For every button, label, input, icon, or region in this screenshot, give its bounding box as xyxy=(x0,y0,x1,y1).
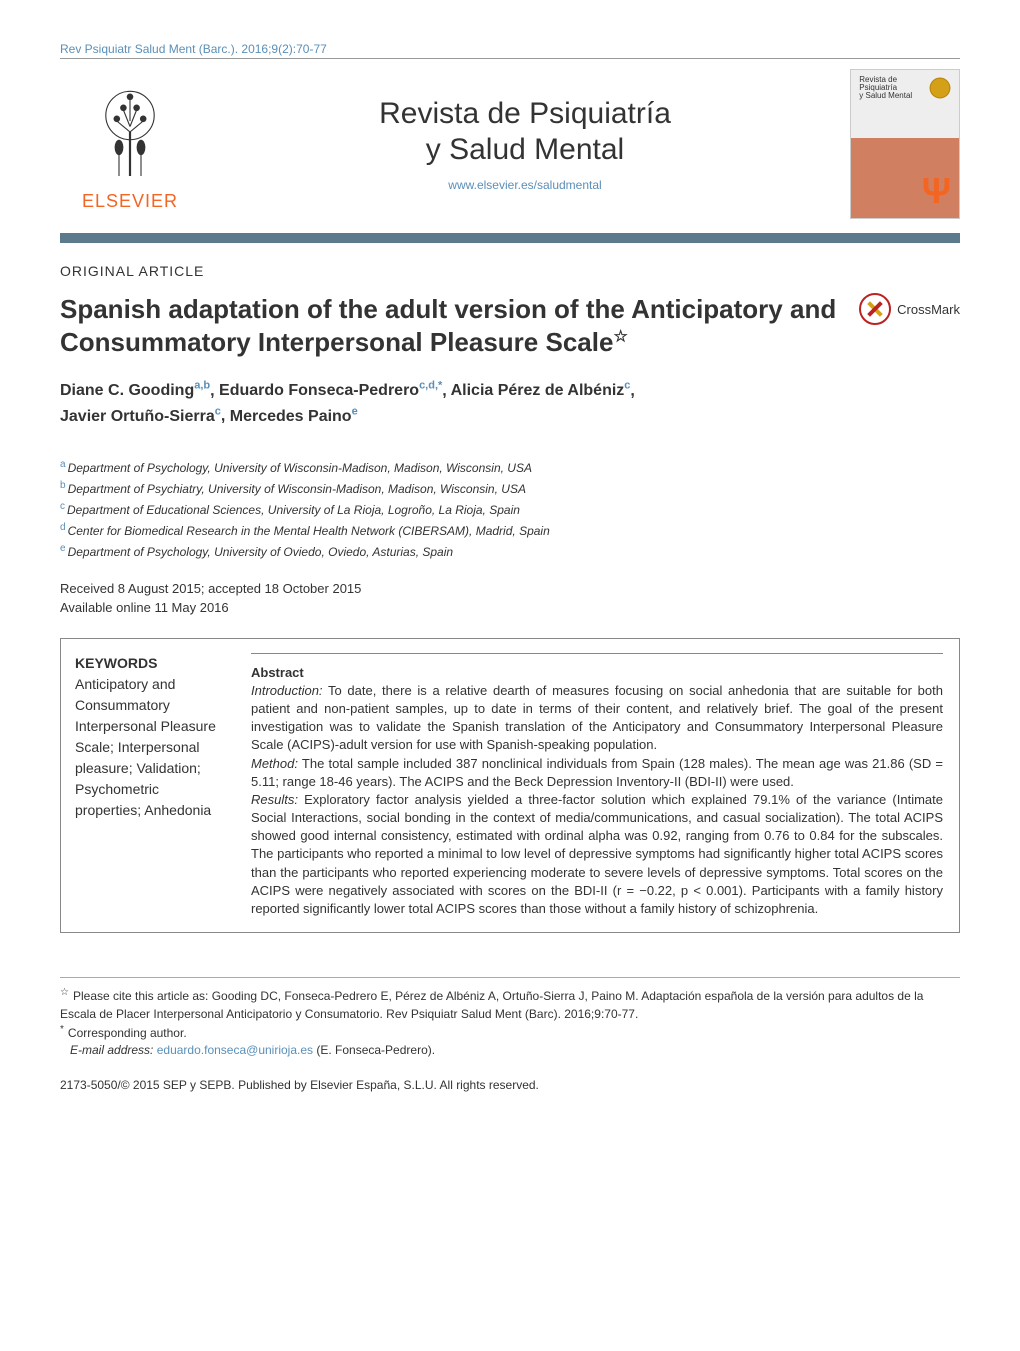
author-list: Diane C. Goodinga,b, Eduardo Fonseca-Ped… xyxy=(60,378,960,429)
journal-title-block: Revista de Psiquiatría y Salud Mental ww… xyxy=(200,96,850,192)
email-attribution: (E. Fonseca-Pedrero). xyxy=(316,1043,435,1057)
elsevier-tree-icon xyxy=(75,77,185,187)
abstract-column: Abstract Introduction: To date, there is… xyxy=(241,639,959,933)
email-label: E-mail address: xyxy=(70,1043,153,1057)
footnotes: ☆Please cite this article as: Gooding DC… xyxy=(60,977,960,1060)
cover-badge-icon xyxy=(929,77,951,99)
abstract-results: Exploratory factor analysis yielded a th… xyxy=(251,792,943,916)
cover-title-l3: y Salud Mental xyxy=(859,92,912,100)
abstract-results-label: Results: xyxy=(251,792,298,807)
author-3: Alicia Pérez de Albénizc xyxy=(451,382,631,399)
abstract-intro-label: Introduction: xyxy=(251,683,323,698)
abstract-heading: Abstract xyxy=(251,665,304,680)
publisher-logo: ELSEVIER xyxy=(60,77,200,212)
keywords-column: KEYWORDS Anticipatory and Consummatory I… xyxy=(61,639,241,933)
masthead: ELSEVIER Revista de Psiquiatría y Salud … xyxy=(60,59,960,233)
article-dates: Received 8 August 2015; accepted 18 Octo… xyxy=(60,579,960,618)
abstract-method-label: Method: xyxy=(251,756,298,771)
footnote-star-icon: ☆ xyxy=(60,987,69,998)
title-footnote-star-icon: ☆ xyxy=(613,328,627,345)
abstract-box: KEYWORDS Anticipatory and Consummatory I… xyxy=(60,638,960,934)
keywords-heading: KEYWORDS xyxy=(75,653,227,674)
journal-cover-thumbnail: Revista de Psiquiatría y Salud Mental Ψ xyxy=(850,69,960,219)
article-type: ORIGINAL ARTICLE xyxy=(60,263,960,279)
copyright-line: 2173-5050/© 2015 SEP y SEPB. Published b… xyxy=(60,1078,960,1092)
journal-title-line2: y Salud Mental xyxy=(200,132,850,168)
affiliation-d: dCenter for Biomedical Research in the M… xyxy=(60,520,960,541)
crossmark-label: CrossMark xyxy=(897,302,960,317)
affiliation-e: eDepartment of Psychology, University of… xyxy=(60,541,960,562)
affiliation-b: bDepartment of Psychiatry, University of… xyxy=(60,478,960,499)
cite-as-footnote: ☆Please cite this article as: Gooding DC… xyxy=(60,986,960,1023)
affiliations: aDepartment of Psychology, University of… xyxy=(60,457,960,563)
keywords-list: Anticipatory and Consummatory Interperso… xyxy=(75,674,227,821)
thick-divider xyxy=(60,233,960,243)
journal-url-link[interactable]: www.elsevier.es/saludmental xyxy=(448,178,601,192)
crossmark-icon xyxy=(859,293,891,325)
crossmark-badge[interactable]: CrossMark xyxy=(859,293,960,325)
author-4: Javier Ortuño-Sierrac xyxy=(60,408,221,425)
email-footnote: E-mail address: eduardo.fonseca@unirioja… xyxy=(60,1042,960,1059)
publisher-name: ELSEVIER xyxy=(60,191,200,212)
abstract-intro: To date, there is a relative dearth of m… xyxy=(251,683,943,753)
available-online-date: Available online 11 May 2016 xyxy=(60,598,960,618)
abstract-rule xyxy=(251,653,943,654)
journal-title-line1: Revista de Psiquiatría xyxy=(200,96,850,132)
corresponding-author-footnote: *Corresponding author. xyxy=(60,1023,960,1042)
article-title-text: Spanish adaptation of the adult version … xyxy=(60,294,836,357)
article-title: Spanish adaptation of the adult version … xyxy=(60,293,839,358)
citation-header[interactable]: Rev Psiquiatr Salud Ment (Barc.). 2016;9… xyxy=(60,42,327,62)
received-accepted-date: Received 8 August 2015; accepted 18 Octo… xyxy=(60,579,960,599)
corresponding-email-link[interactable]: eduardo.fonseca@unirioja.es xyxy=(157,1043,313,1057)
author-2: Eduardo Fonseca-Pedreroc,d,* xyxy=(219,382,442,399)
author-5: Mercedes Painoe xyxy=(230,408,358,425)
affiliation-c: cDepartment of Educational Sciences, Uni… xyxy=(60,499,960,520)
abstract-method: The total sample included 387 nonclinica… xyxy=(251,756,943,789)
footnote-asterisk-icon: * xyxy=(60,1024,64,1035)
author-1: Diane C. Goodinga,b xyxy=(60,382,210,399)
affiliation-a: aDepartment of Psychology, University of… xyxy=(60,457,960,478)
psi-icon: Ψ xyxy=(922,170,951,212)
